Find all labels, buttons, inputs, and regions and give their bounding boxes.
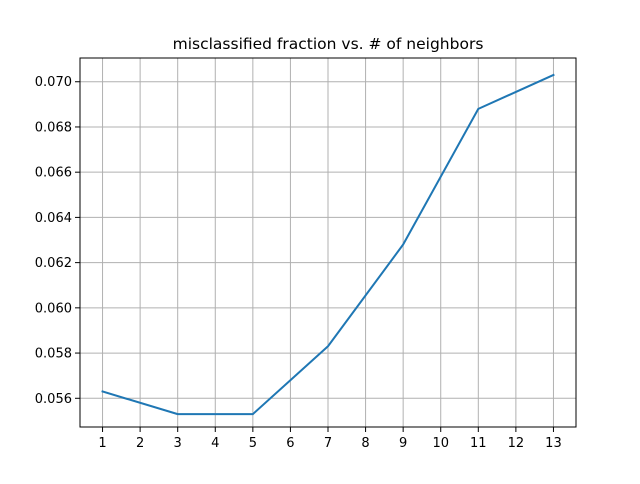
x-tick-label: 7	[324, 436, 332, 451]
y-tick-label: 0.068	[35, 120, 72, 135]
x-tick-label: 2	[136, 436, 144, 451]
y-tick-label: 0.062	[35, 256, 72, 271]
x-tick-label: 12	[508, 436, 525, 451]
y-tick-label: 0.058	[35, 347, 72, 362]
y-tick-label: 0.066	[35, 166, 72, 181]
chart-title: misclassified fraction vs. # of neighbor…	[173, 35, 484, 53]
y-tick-label: 0.056	[35, 392, 72, 407]
x-tick-label: 8	[361, 436, 369, 451]
x-tick-label: 10	[432, 436, 449, 451]
x-tick-label: 3	[174, 436, 182, 451]
series-layer	[101, 73, 555, 416]
x-tick-label: 11	[470, 436, 487, 451]
grid	[80, 58, 576, 427]
x-tick-label: 5	[249, 436, 257, 451]
ticks: 1 2 3 4 5 6 7 8 9 10 11 12 130.0560.0580.0600.0620.0…	[35, 75, 562, 451]
x-tick-label: 6	[286, 436, 294, 451]
series-line	[101, 73, 555, 416]
x-tick-label: 1	[98, 436, 106, 451]
x-tick-label: 4	[211, 436, 219, 451]
x-tick-label: 13	[545, 436, 562, 451]
x-tick-label: 9	[399, 436, 407, 451]
y-tick-label: 0.070	[35, 75, 72, 90]
y-tick-label: 0.060	[35, 301, 72, 316]
y-tick-label: 0.064	[35, 211, 72, 226]
